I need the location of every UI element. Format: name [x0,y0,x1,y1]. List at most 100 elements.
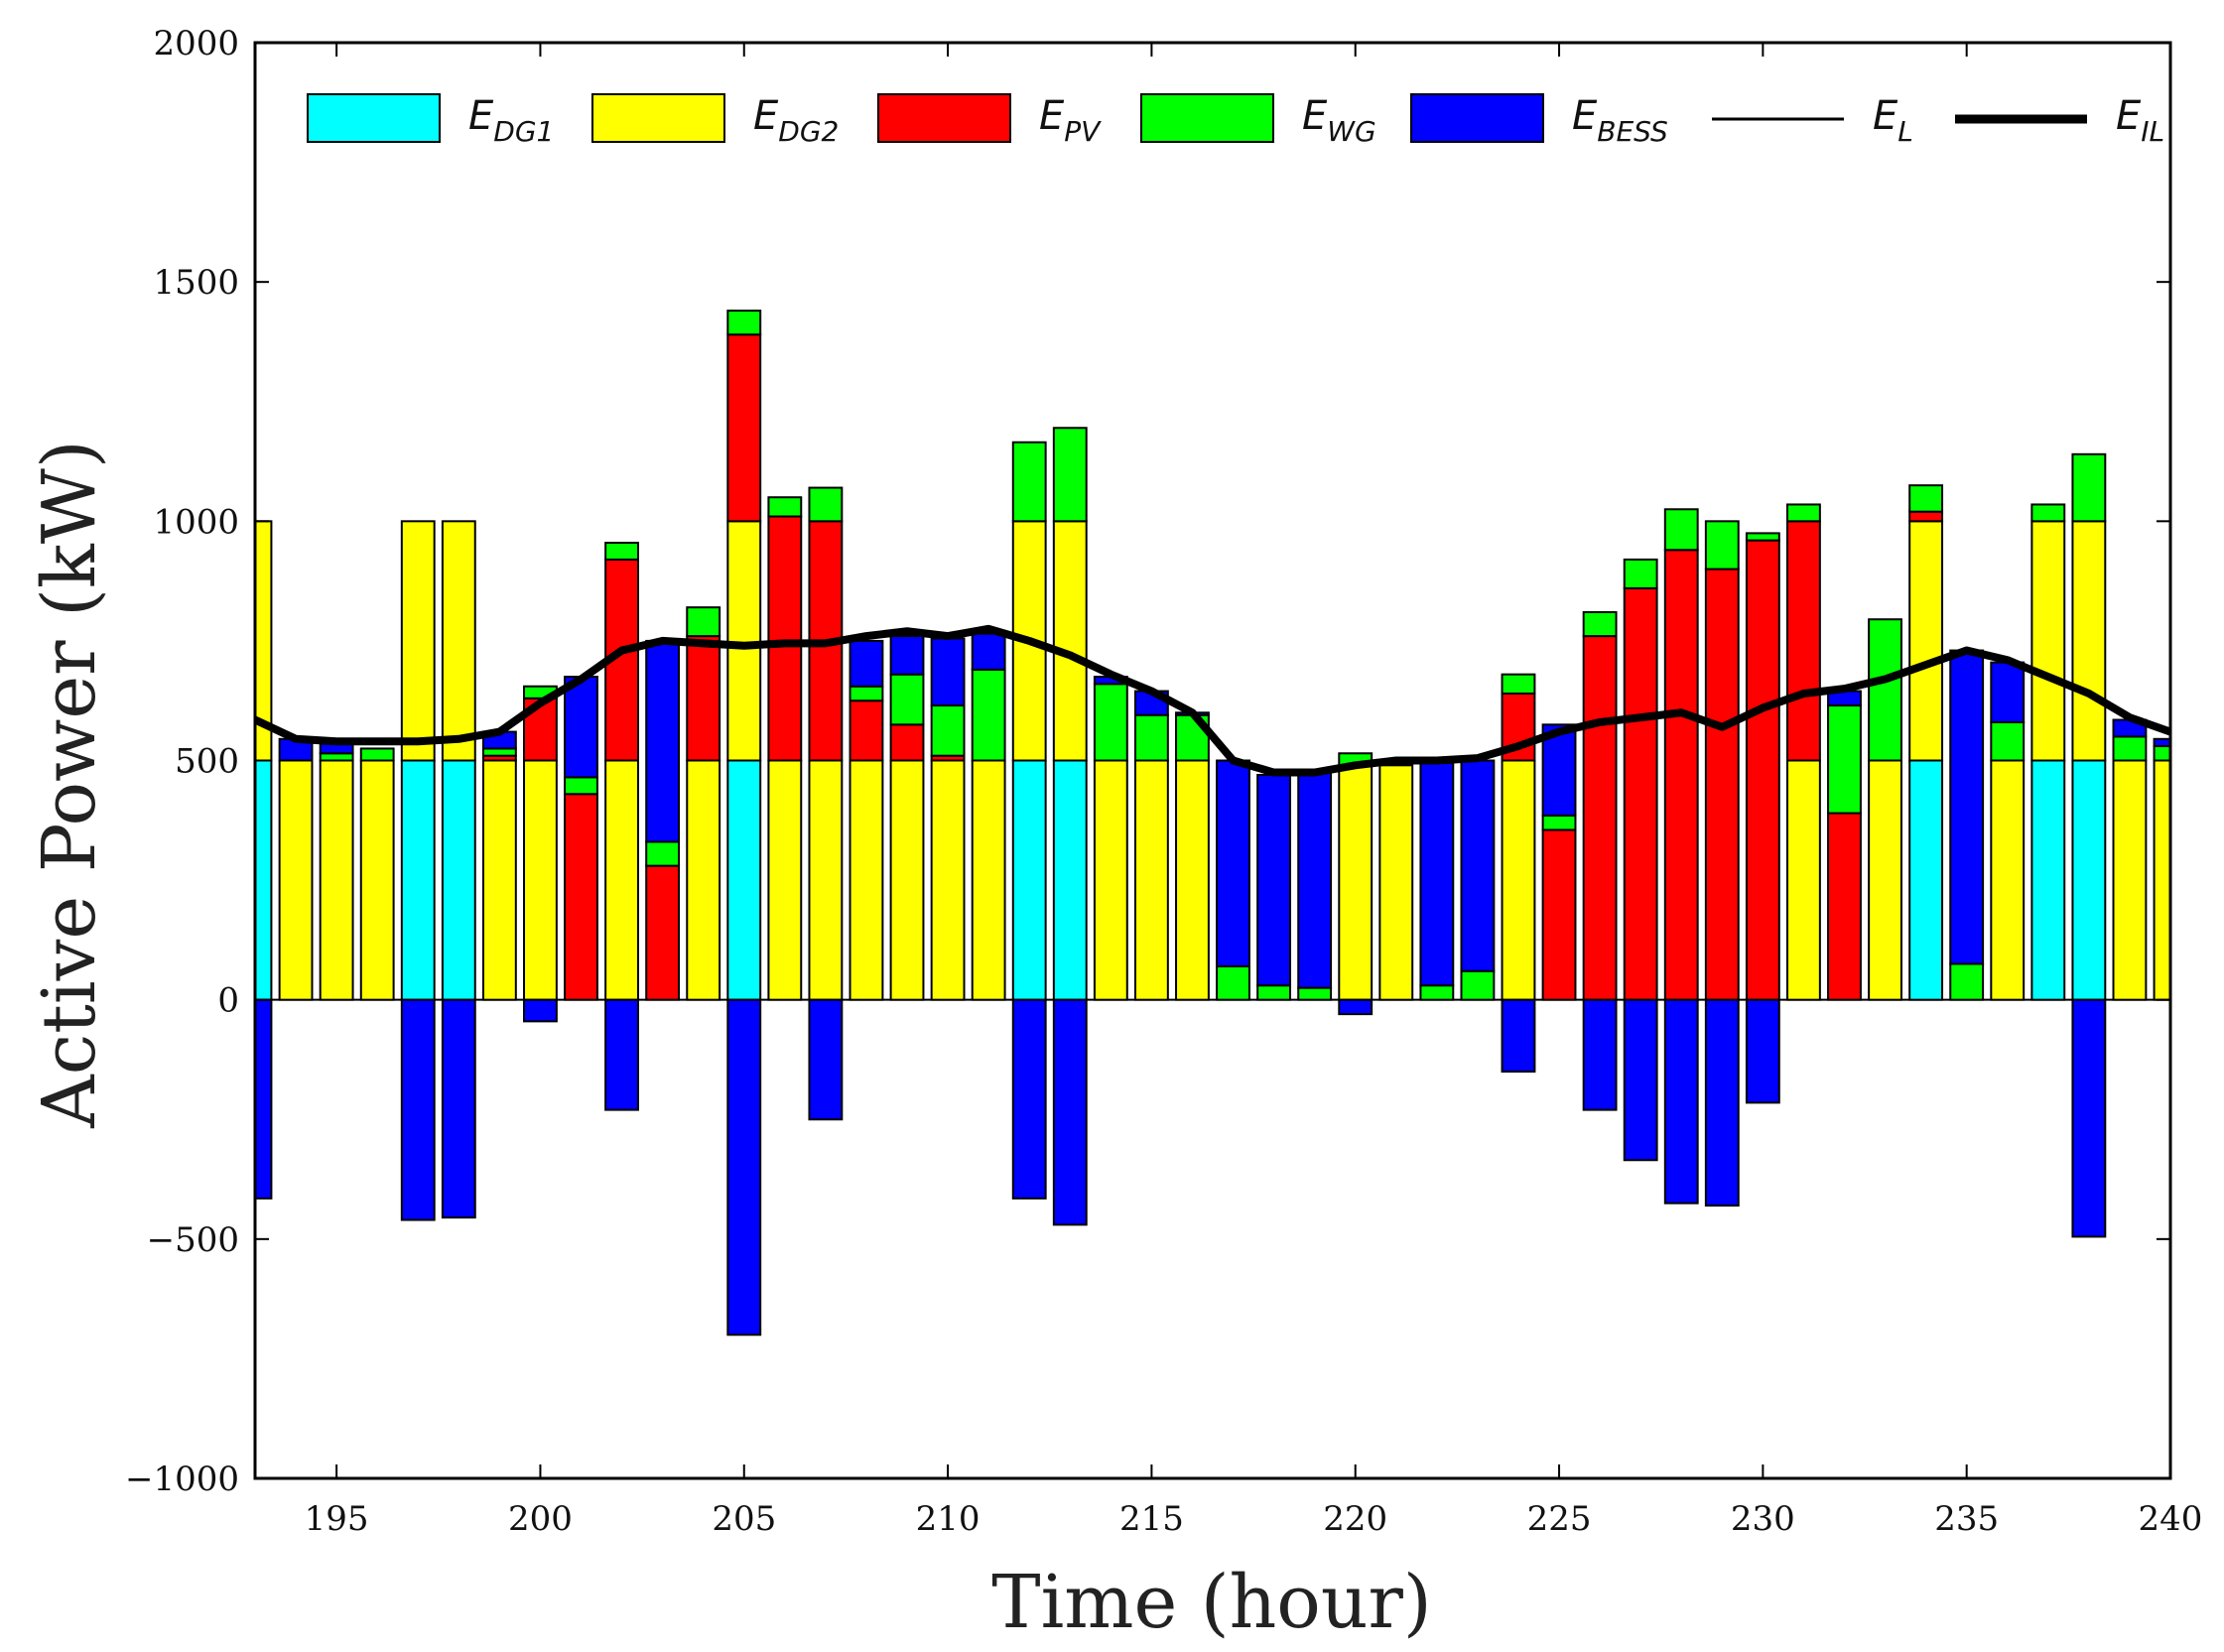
bar-bess-208 [849,639,884,688]
line-layer [255,624,2170,777]
bar-dg1-193 [255,759,273,1001]
legend-item-il: EIL [1955,93,2164,148]
legend-item-pv: EPV [877,93,1102,148]
bar-layer [255,310,2170,1336]
bar-dg2-213 [1052,520,1088,762]
bar-dg2-214 [1093,759,1128,1001]
bar-bess-197 [400,998,436,1221]
x-axis-title: Time (hour) [991,1560,1432,1645]
bar-dg2-239 [2112,759,2148,1001]
bar-wg-218 [1256,984,1292,1001]
bar-wg-229 [1704,520,1740,571]
bar-wg-208 [849,685,884,702]
bar-wg-214 [1093,683,1128,762]
bar-dg2-237 [2030,520,2066,762]
legend-label: EIL [2116,93,2164,148]
bar-wg-225 [1541,814,1577,831]
bar-pv-231 [1786,520,1821,762]
bar-bess-224 [1501,998,1536,1074]
legend-item-dg1: EDG1 [307,93,554,148]
y-axis-title: Active Power (kW) [27,440,112,1128]
bar-bess-212 [1011,998,1047,1200]
bar-pv-228 [1663,549,1699,1001]
x-tick-label: 210 [916,1499,981,1539]
bar-dg2-238 [2071,520,2107,762]
bar-wg-235 [1949,962,1985,1001]
bar-wg-226 [1582,610,1618,638]
bar-bess-219 [1297,771,1333,989]
bar-dg1-197 [400,759,436,1001]
bar-pv-226 [1582,635,1618,1001]
bar-wg-227 [1623,558,1658,589]
legend: EDG1 EDG2 EPV EWG EBESS EL EIL [307,93,2164,148]
bar-wg-215 [1133,713,1169,762]
bar-bess-207 [808,998,844,1121]
bar-wg-205 [726,310,762,336]
bar-bess-205 [726,998,762,1336]
bar-bess-217 [1216,759,1250,967]
bar-wg-207 [808,486,844,523]
bar-pv-203 [645,864,681,1001]
x-tick-label: 205 [712,1499,776,1539]
bar-dg1-205 [726,759,762,1001]
bar-bess-238 [2071,998,2107,1238]
bar-dg2-198 [441,520,476,762]
line-il [255,624,2170,777]
bar-dg2-197 [400,520,436,762]
bar-bess-228 [1663,998,1699,1205]
legend-item-bess: EBESS [1410,93,1668,148]
bar-wg-238 [2071,452,2107,523]
bar-bess-227 [1623,998,1658,1162]
y-tick-label: 1500 [153,263,239,303]
bar-wg-204 [686,606,721,638]
bar-bess-218 [1256,773,1292,987]
bar-pv-208 [849,699,884,762]
legend-swatch [307,93,441,143]
bar-dg2-208 [849,759,884,1001]
x-tick-label: 230 [1731,1499,1795,1539]
bar-bess-201 [564,676,598,779]
bar-dg2-207 [808,759,844,1001]
x-tick-label: 235 [1934,1499,1999,1539]
bar-bess-236 [1990,661,2026,723]
y-tick-label: −500 [147,1220,239,1260]
bar-dg1-198 [441,759,476,1001]
bar-bess-193 [255,998,273,1200]
bar-dg2-236 [1990,759,2026,1001]
bar-bess-198 [441,998,476,1219]
legend-swatch [591,93,725,143]
bar-pv-229 [1704,568,1740,1001]
bar-wg-231 [1786,503,1821,523]
bar-bess-226 [1582,998,1618,1111]
bar-dg2-194 [278,759,314,1001]
bar-wg-213 [1052,427,1088,523]
bar-bess-213 [1052,998,1088,1226]
bar-wg-212 [1011,441,1047,523]
bar-wg-228 [1663,508,1699,552]
x-tick-label: 220 [1323,1499,1387,1539]
bar-dg2-221 [1378,764,1414,1001]
bar-dg2-211 [971,759,1006,1001]
x-tick-label: 195 [305,1499,369,1539]
bar-wg-236 [1990,720,2026,762]
x-tick-label: 240 [2139,1499,2203,1539]
bar-dg1-234 [1908,759,1944,1001]
bar-wg-219 [1297,986,1333,1001]
y-tick-label: 500 [175,742,239,782]
legend-label: EBESS [1572,93,1668,148]
bar-dg2-234 [1908,520,1944,762]
bar-dg1-212 [1011,759,1047,1001]
bar-pv-225 [1541,828,1577,1001]
bar-dg2-224 [1501,759,1536,1001]
legend-swatch [1410,93,1544,143]
bar-pv-209 [889,723,925,762]
y-tick-label: 0 [217,981,239,1021]
bar-wg-237 [2030,503,2066,523]
bar-bess-235 [1949,649,1985,965]
bar-dg1-213 [1052,759,1088,1001]
bar-wg-206 [767,496,803,518]
bar-wg-217 [1216,964,1250,1001]
bar-dg2-204 [686,759,721,1001]
bar-dg2-195 [319,759,354,1001]
